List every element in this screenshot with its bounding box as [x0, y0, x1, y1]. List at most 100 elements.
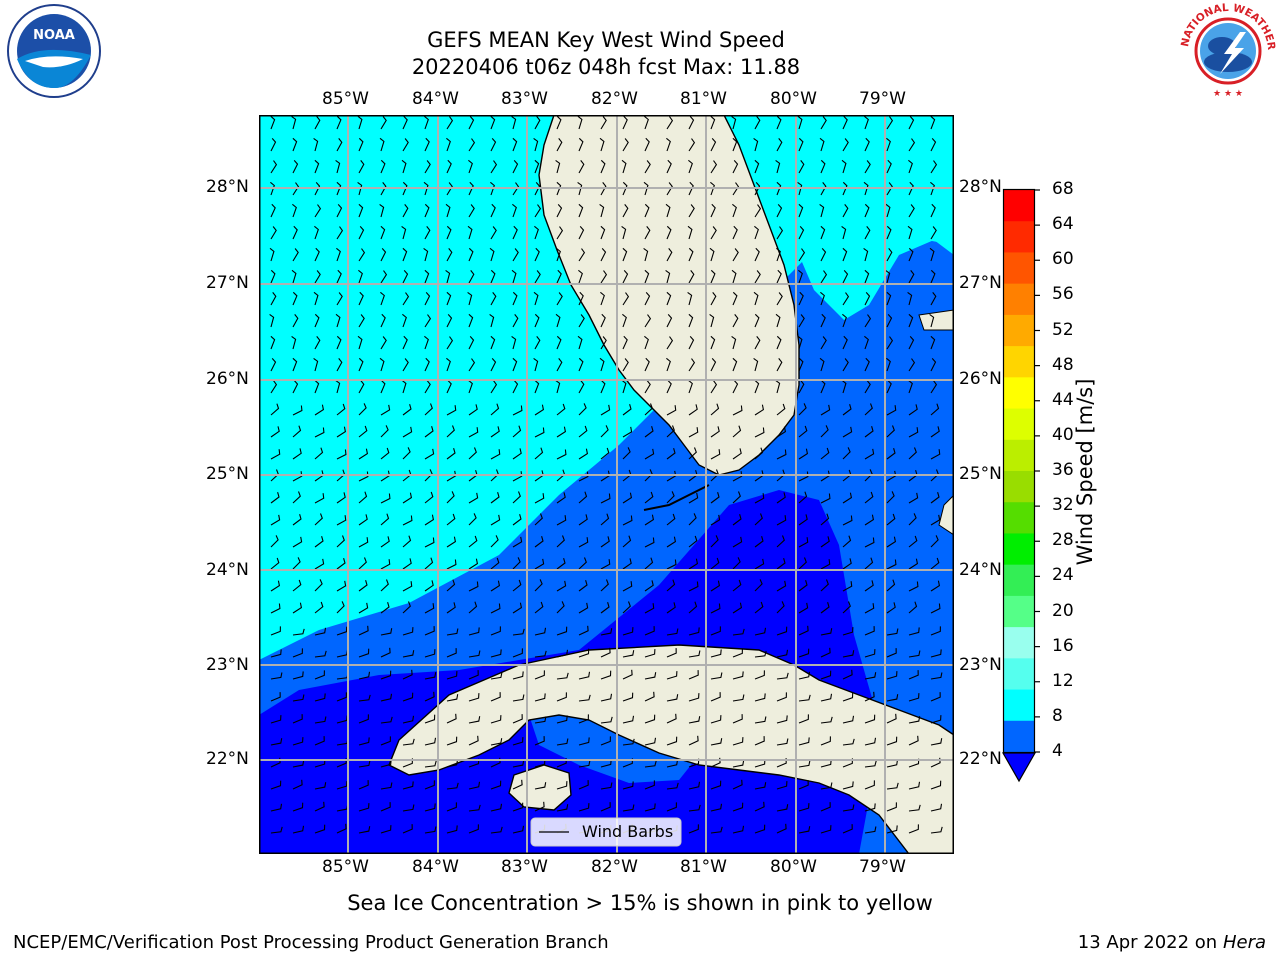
- wind-barb: [314, 313, 320, 328]
- wind-barb: [292, 694, 305, 702]
- wind-barb: [666, 736, 678, 746]
- wind-barb: [270, 780, 282, 790]
- wind-barb: [270, 138, 277, 152]
- wind-barb: [754, 513, 763, 526]
- wind-barb: [358, 803, 370, 812]
- wind-barb: [864, 160, 871, 174]
- wind-barb: [710, 692, 721, 702]
- wind-barb: [270, 380, 278, 394]
- wind-barb: [599, 357, 605, 372]
- wind-barb: [292, 203, 297, 218]
- wind-barb: [270, 738, 283, 746]
- wind-barb: [380, 802, 391, 812]
- wind-barb: [820, 513, 830, 526]
- wind-barb: [270, 535, 279, 548]
- wind-barb: [402, 804, 415, 812]
- wind-barb: [666, 357, 671, 372]
- wind-barb: [710, 626, 721, 636]
- legend-label: Wind Barbs: [582, 822, 673, 841]
- wind-barb: [336, 823, 347, 834]
- wind-barb: [556, 535, 565, 548]
- wind-barb: [380, 425, 389, 438]
- wind-barb: [556, 558, 566, 570]
- wind-barb: [490, 672, 503, 680]
- wind-barb: [578, 557, 587, 570]
- wind-barb: [688, 313, 694, 328]
- lat-tick-right-26n: 26°N: [959, 369, 1002, 389]
- wind-barb: [709, 247, 715, 262]
- wind-barb: [512, 203, 517, 218]
- wind-barb: [512, 760, 525, 768]
- wind-barb: [776, 226, 784, 240]
- wind-barb: [776, 535, 785, 548]
- wind-barb: [886, 536, 897, 548]
- wind-barb: [886, 314, 893, 328]
- wind-barb: [511, 335, 517, 350]
- colorbar-tick-label: 44: [1052, 389, 1074, 410]
- wind-barb: [446, 628, 459, 636]
- wind-barb: [534, 182, 541, 196]
- wind-barb: [622, 781, 634, 790]
- wind-barb: [578, 226, 585, 240]
- wind-barb: [776, 138, 783, 152]
- wind-barb: [468, 204, 475, 218]
- colorbar-segment: [1004, 502, 1034, 535]
- wind-barb: [512, 825, 525, 834]
- wind-barb: [776, 269, 782, 284]
- wind-barb: [688, 824, 699, 834]
- wind-barb: [864, 514, 875, 526]
- wind-barb: [270, 181, 275, 196]
- wind-barb: [512, 714, 523, 724]
- wind-barb: [930, 715, 942, 724]
- wind-barb: [402, 313, 407, 328]
- wind-barb: [863, 247, 869, 262]
- wind-barb: [600, 559, 611, 570]
- wind-barb: [621, 159, 627, 174]
- wind-barb: [753, 137, 759, 152]
- wind-barb: [754, 225, 759, 240]
- wind-barb: [600, 336, 607, 350]
- wind-barb: [842, 781, 854, 790]
- wind-barb: [644, 448, 655, 460]
- wind-barb: [358, 737, 370, 746]
- wind-barb: [380, 493, 391, 504]
- wind-barb: [533, 357, 539, 372]
- wind-barb: [534, 693, 546, 702]
- wind-barb: [930, 514, 941, 526]
- wind-barb: [864, 803, 876, 812]
- wind-barb: [578, 780, 589, 790]
- wind-barb: [622, 138, 629, 152]
- wind-barb: [666, 713, 677, 724]
- wind-barb: [688, 513, 697, 526]
- wind-barb: [270, 715, 282, 724]
- wind-barb: [798, 425, 808, 438]
- wind-barb: [732, 602, 743, 614]
- wind-barb: [336, 626, 348, 636]
- wind-barb: [820, 447, 830, 460]
- wind-barb: [798, 380, 805, 394]
- wind-barb: [336, 138, 343, 152]
- wind-barb: [644, 380, 651, 394]
- wind-barb: [908, 581, 919, 592]
- wind-barb: [688, 159, 693, 174]
- lat-tick-right-28n: 28°N: [959, 177, 1002, 197]
- wind-barb: [819, 137, 825, 152]
- wind-barb: [819, 203, 825, 218]
- wind-barb: [600, 670, 612, 680]
- wind-barb: [600, 513, 610, 526]
- wind-barb: [292, 160, 299, 174]
- lon-tick-bottom-84w: 84°W: [412, 857, 459, 877]
- wind-barb: [820, 313, 826, 328]
- wind-barb: [776, 649, 789, 658]
- wind-barb: [688, 650, 701, 658]
- wind-barb: [622, 181, 628, 196]
- wind-barb: [468, 336, 475, 350]
- wind-barb: [468, 824, 479, 834]
- wind-barb: [930, 557, 940, 570]
- wind-barb: [819, 357, 825, 372]
- wind-barb: [446, 713, 457, 724]
- wind-barb: [842, 447, 851, 460]
- wind-barb: [292, 491, 301, 504]
- wind-barb: [578, 448, 589, 460]
- wind-barb: [314, 427, 325, 438]
